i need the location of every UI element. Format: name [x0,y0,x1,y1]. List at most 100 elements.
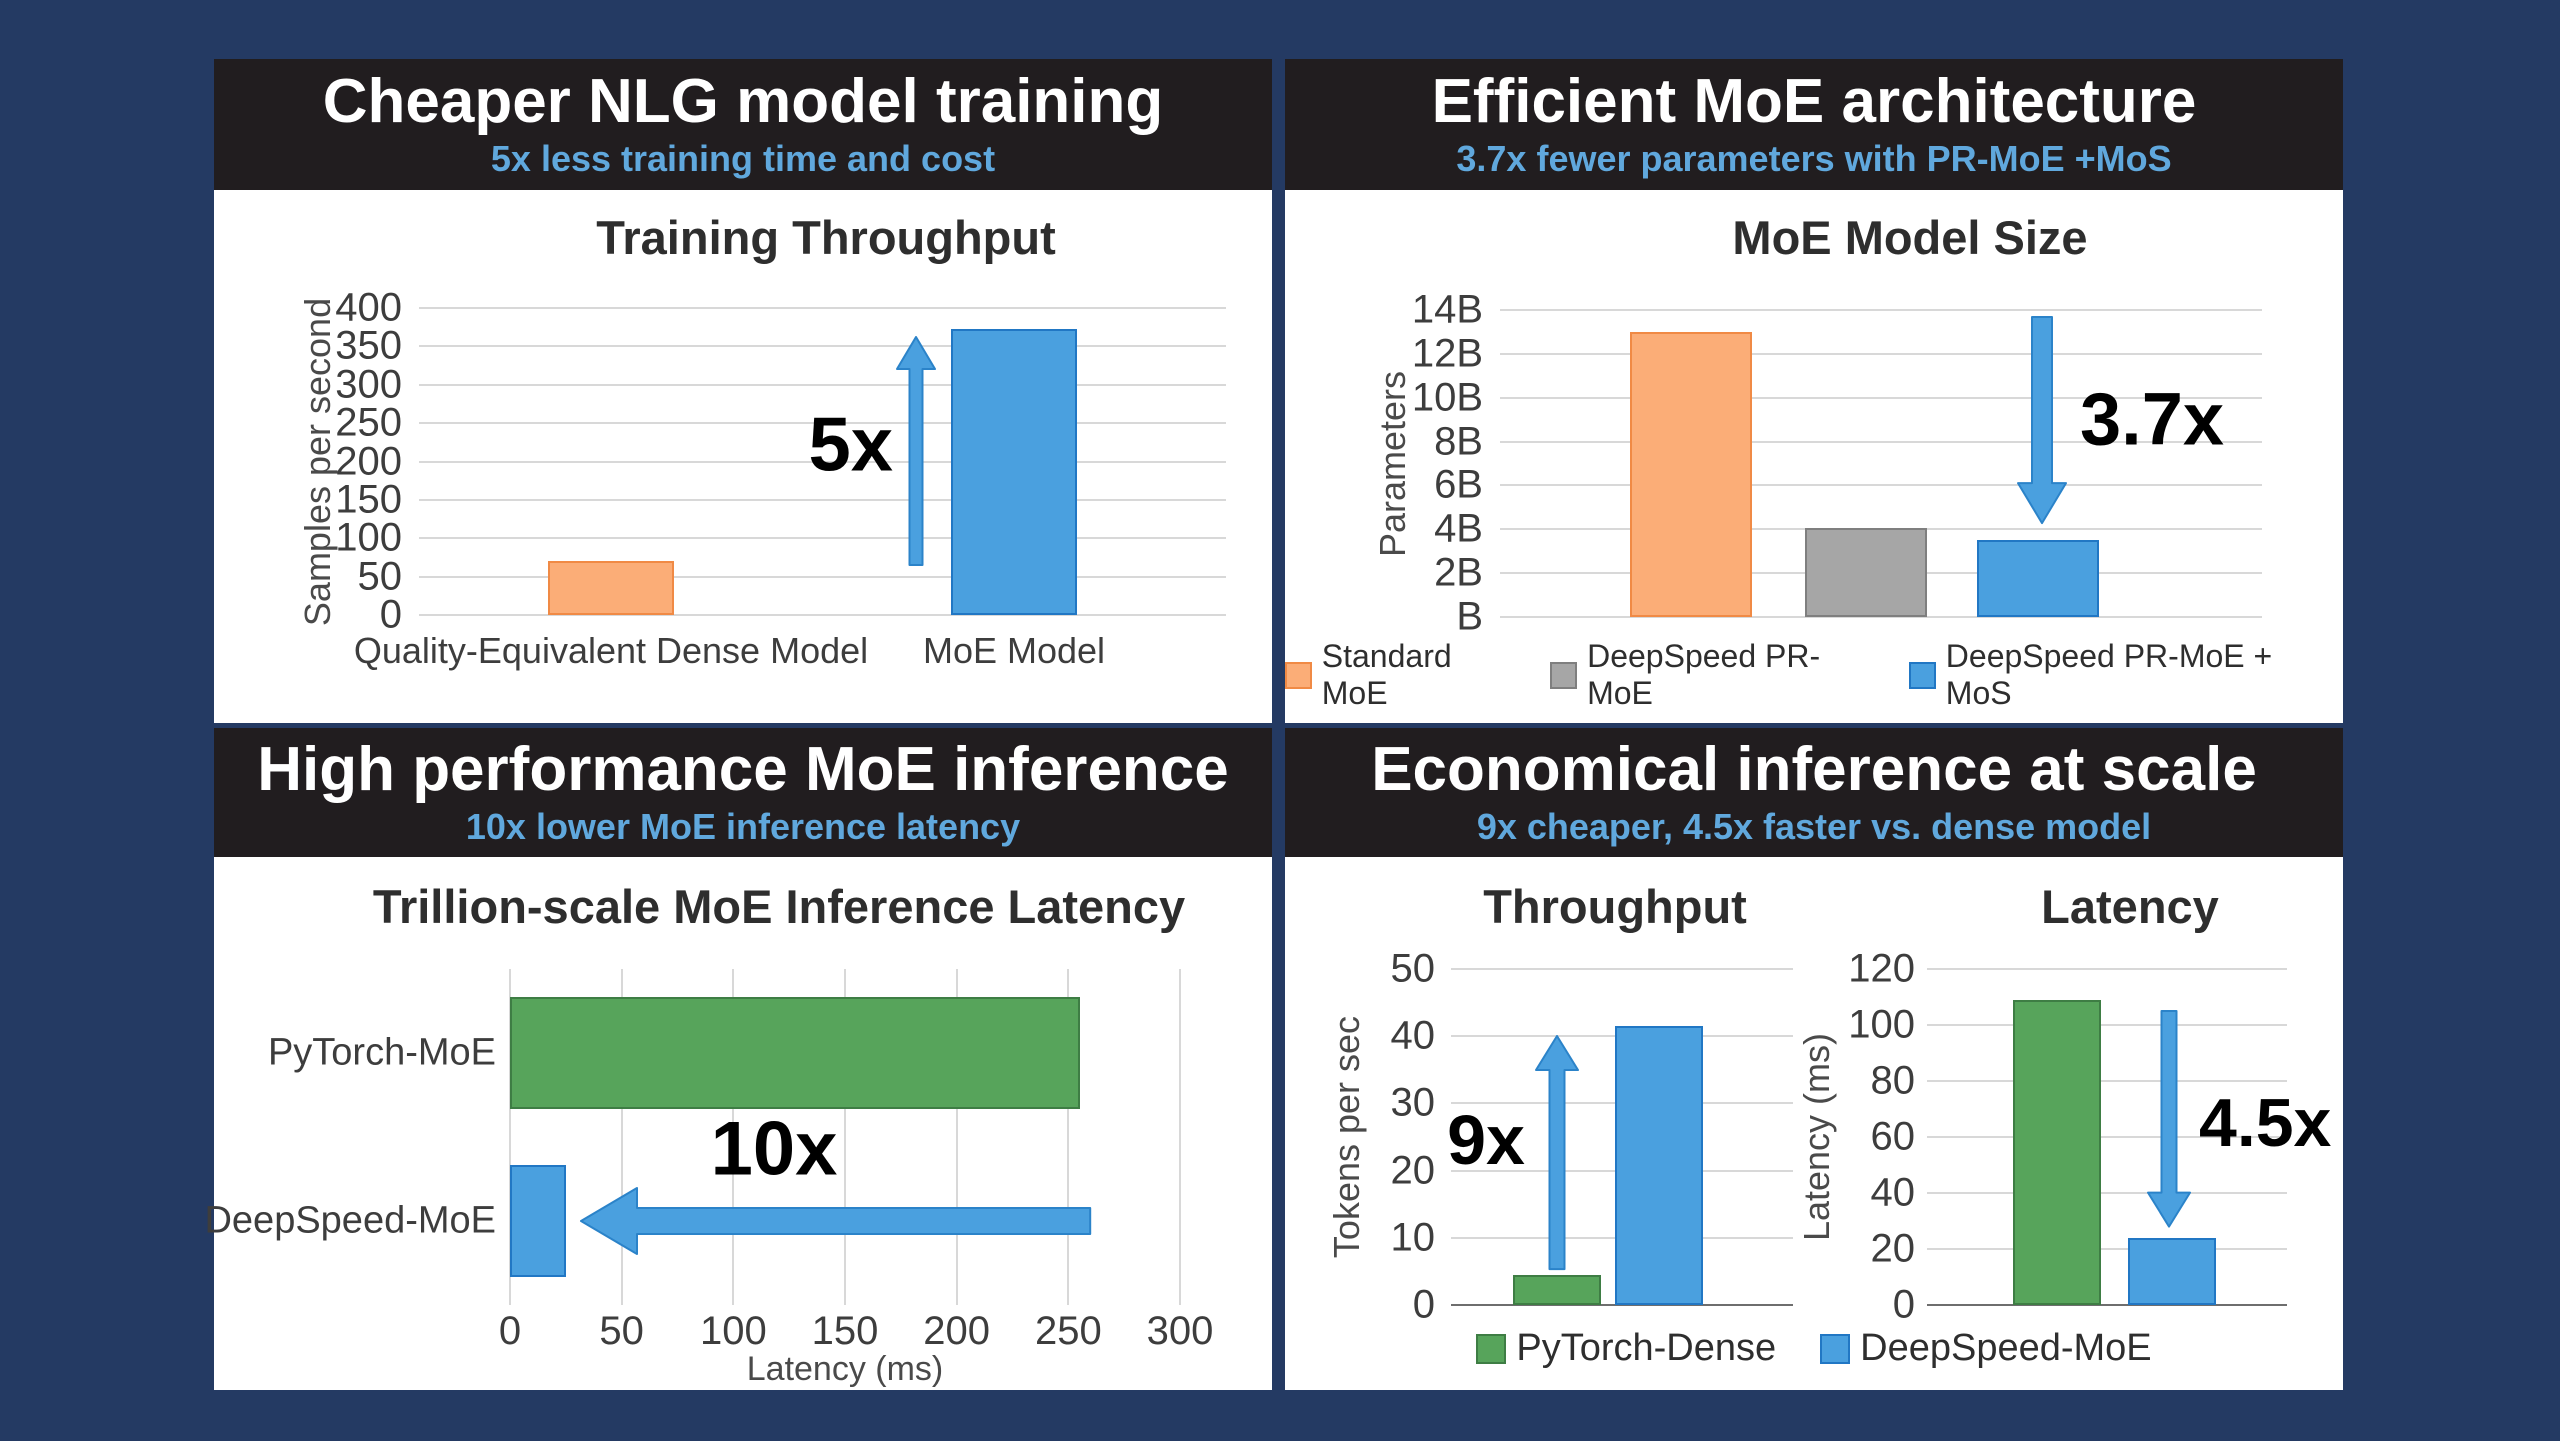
bar [1513,1274,1601,1305]
legend-item: DeepSpeed-MoE [1820,1327,2152,1370]
panel-economical-inference: Economical inference at scale 9x cheaper… [1285,728,2343,1390]
y-tick-label: 40 [1870,1170,1916,1215]
gridline [419,383,1226,386]
down-arrow-icon [2147,1010,2191,1228]
y-tick-label: 4B [1434,506,1483,551]
y-tick-label: B [1456,594,1483,639]
y-tick-label: 350 [335,323,402,368]
y-tick-label: 10B [1411,375,1483,420]
y-axis-title: Tokens per sec [1326,1015,1367,1259]
legend-swatch-orange-icon [1285,661,1312,689]
gridline [1927,1248,2287,1250]
panel-cheaper-nlg-training: Cheaper NLG model training 5x less train… [214,59,1272,723]
y-axis-title: Samples per second [297,297,338,627]
panel-title: Cheaper NLG model training [322,67,1164,137]
panel-subtitle: 10x lower MoE inference latency [465,805,1021,847]
y-tick-label: 400 [335,285,402,330]
x-tick-label: 50 [599,1309,644,1353]
y-tick-label: 8B [1434,419,1483,464]
panel-header: High performance MoE inference 10x lower… [214,728,1272,857]
y-tick-label: 14B [1411,287,1483,332]
annotation-label: 3.7x [2080,377,2225,461]
y-tick-label: 0 [379,592,402,637]
y-tick-label: 20 [1390,1148,1436,1193]
annotation-label: 9x [1447,1101,1525,1179]
bar [2013,999,2101,1305]
gridline [419,307,1226,309]
annotation-label: 10x [710,1106,838,1192]
gridline [955,969,958,1305]
chart-title: Training Throughput [596,211,1056,264]
gridline [1500,440,2262,443]
gridline [1500,352,2262,355]
chart-training-throughput: Training Throughput 0 50 100 150 200 250 300 350… [214,190,1272,723]
x-tick-label: 300 [1146,1309,1214,1353]
y-tick-label: 0 [1892,1282,1915,1327]
y-tick-label: 30 [1390,1080,1436,1125]
legend-swatch-blue-icon [1820,1333,1851,1364]
bar [1630,331,1752,617]
legend-item: PyTorch-Dense [1476,1327,1776,1370]
x-tick-label: 0 [498,1309,522,1353]
annotation-label: 4.5x [2199,1085,2332,1161]
chart-title: Throughput [1483,880,1747,933]
x-tick-label: 100 [699,1309,767,1353]
x-tick-label: 200 [923,1309,991,1353]
gridline [419,422,1226,425]
x-axis-title: Latency (ms) [746,1350,944,1388]
chart-title: Trillion-scale MoE Inference Latency [372,880,1186,933]
down-arrow-icon [2017,315,2067,524]
category-label: PyTorch-MoE [267,1031,496,1074]
gridline [419,498,1226,501]
y-tick-label: 120 [1848,946,1915,991]
charts-board: Cheaper NLG model training 5x less train… [204,59,2343,1390]
gridline [1451,1304,1793,1306]
gridline [1927,968,2287,970]
bar [510,997,1080,1109]
y-tick-label: 50 [1390,946,1436,991]
gridline [1179,969,1181,1305]
gridline [844,969,846,1305]
panel-efficient-moe-architecture: Efficient MoE architecture 3.7x fewer pa… [1285,59,2343,723]
panel-title: Efficient MoE architecture [1431,67,2197,137]
panel-header: Cheaper NLG model training 5x less train… [214,59,1272,190]
up-arrow-icon [896,336,936,567]
y-axis-title: Latency (ms) [1796,1032,1837,1242]
panel-subtitle: 3.7x fewer parameters with PR-MoE +MoS [1456,137,2172,179]
y-tick-label: 12B [1411,331,1483,376]
legend-label: DeepSpeed-MoE [1860,1327,2152,1369]
gridline [1500,309,2262,311]
gridline [1927,1080,2287,1082]
legend-label: PyTorch-Dense [1516,1327,1777,1369]
y-tick-label: 10 [1390,1215,1436,1260]
gridline [732,969,735,1305]
gridline [1927,1192,2287,1194]
y-tick-label: 50 [357,554,403,599]
chart-moe-inference-latency: Trillion-scale MoE Inference Latency 0 50 1… [204,857,1272,1390]
chart-title: MoE Model Size [1732,211,2088,264]
category-label: DeepSpeed-MoE [204,1199,496,1242]
bar [951,329,1077,615]
gridline [419,345,1226,348]
panel-high-performance-inference: High performance MoE inference 10x lower… [204,728,1272,1390]
gridline [1927,1304,2287,1306]
y-tick-label: 80 [1870,1058,1916,1103]
gridline [620,969,623,1305]
category-label: Quality-Equivalent Dense Model [353,630,869,671]
bar [1615,1026,1703,1305]
y-tick-label: 150 [335,477,402,522]
y-tick-label: 300 [335,362,402,407]
up-arrow-icon [1535,1035,1579,1271]
gridline [1927,1024,2287,1026]
panel-title: High performance MoE inference [257,735,1229,805]
x-tick-label: 150 [811,1309,879,1353]
category-label: MoE Model [922,630,1106,671]
chart-legend: PyTorch-Dense DeepSpeed-MoE [1285,1327,2343,1370]
bar [2128,1237,2216,1305]
chart-title: Latency [2041,880,2219,933]
gridline [1500,616,2262,618]
left-arrow-icon [580,1187,1092,1255]
chart-legend: Standard MoE DeepSpeed PR-MoE DeepSpeed PR… [1285,638,2343,712]
bar [548,561,674,615]
gridline [1500,484,2262,487]
